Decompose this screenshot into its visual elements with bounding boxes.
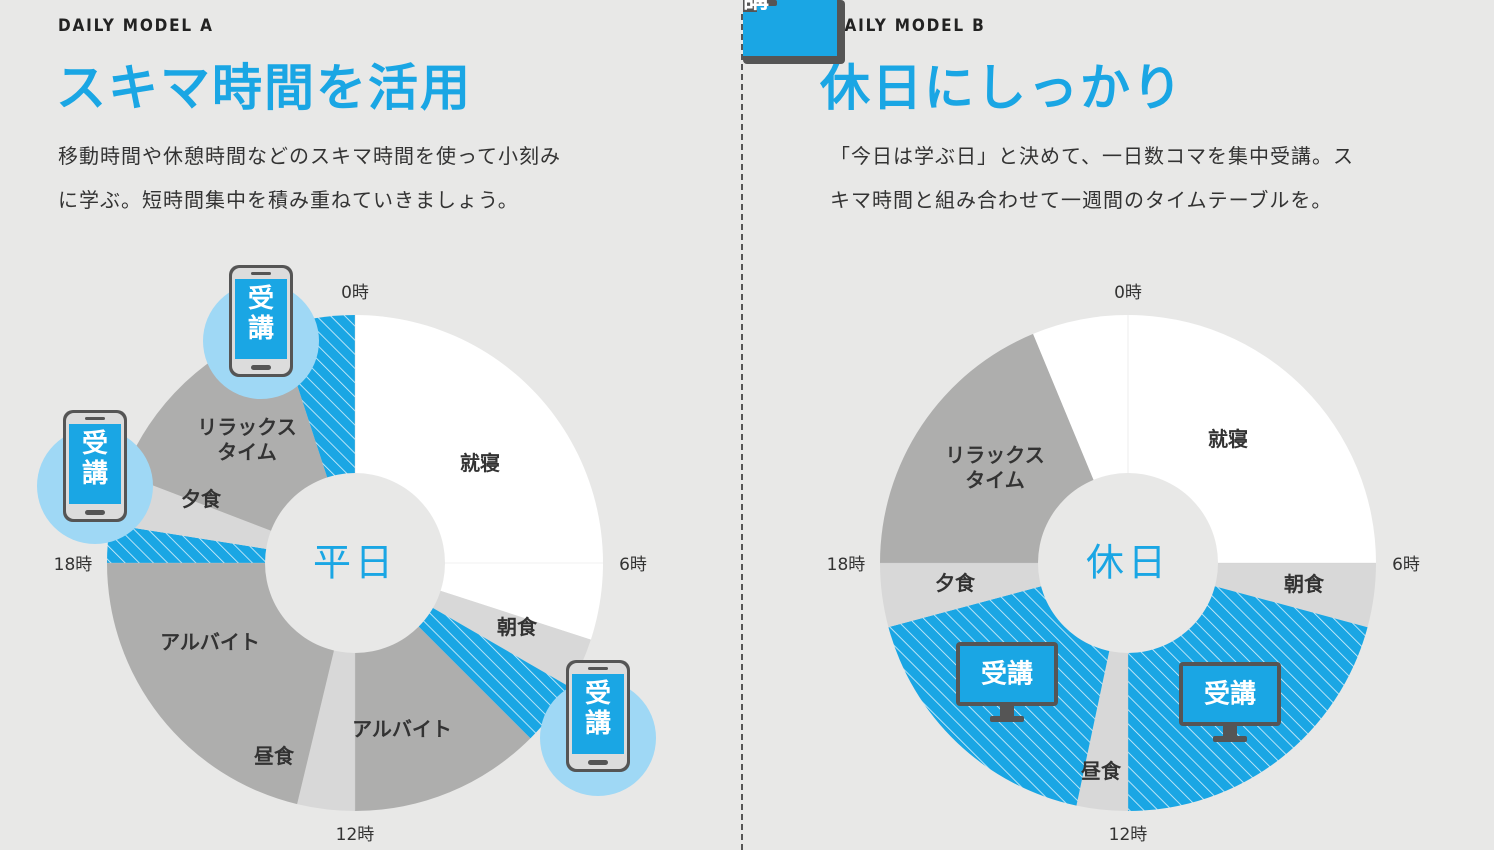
badge-label: 受講	[248, 283, 274, 344]
segment-label: 就寝	[1208, 427, 1248, 451]
description-line: 「今日は学ぶ日」と決めて、一日数コマを集中受講。ス	[830, 144, 1354, 168]
segment-label: 昼食	[254, 744, 295, 768]
center-hole	[265, 473, 445, 653]
badge-label: 受講	[981, 659, 1033, 690]
hour-label: 12時	[336, 825, 375, 845]
phone-study-badge: 受講	[203, 265, 319, 399]
segment-label: アルバイト	[352, 717, 452, 741]
hour-label: 12時	[1109, 825, 1148, 845]
panel-title: 休日にしっかり	[820, 59, 1184, 117]
badge-label: 受講	[743, 0, 769, 15]
segment-label: リラックスタイム	[945, 443, 1044, 492]
panel-divider	[741, 14, 743, 850]
hour-label: 18時	[54, 555, 93, 575]
panel-title: スキマ時間を活用	[56, 59, 472, 117]
segment-label: 昼食	[1081, 759, 1122, 783]
segment-label: 夕食	[181, 487, 222, 511]
center-label: 休日	[1086, 541, 1170, 585]
segment-label: 朝食	[1284, 572, 1325, 596]
panel-description: 移動時間や休憩時間などのスキマ時間を使って小刻み に学ぶ。短時間集中を積み重ねて…	[58, 134, 698, 222]
hour-label: 6時	[619, 555, 647, 575]
description-line: キマ時間と組み合わせて一週間のタイムテーブルを。	[830, 188, 1333, 212]
badge-label: 受講	[585, 678, 611, 739]
holiday-pie-chart: 休日0時6時12時18時就寝朝食受講昼食受講夕食リラックスタイム受講	[743, 0, 1420, 845]
segment-label: リラックスタイム	[197, 415, 296, 464]
weekday-pie-chart: 平日0時6時12時18時就寝朝食受講アルバイト昼食アルバイト受講夕食リラックスタ…	[37, 265, 656, 845]
monitor-study-badge: 受講	[956, 642, 1058, 722]
phone-study-badge: 受講	[37, 410, 153, 544]
segment-label: 朝食	[497, 615, 538, 639]
center-hole	[1038, 473, 1218, 653]
panel-description: 「今日は学ぶ日」と決めて、一日数コマを集中受講。ス キマ時間と組み合わせて一週間…	[830, 134, 1470, 222]
monitor-study-badge: 受講	[743, 0, 845, 64]
description-line: 移動時間や休憩時間などのスキマ時間を使って小刻み	[58, 144, 561, 168]
badge-label: 受講	[1204, 679, 1256, 710]
segment-label: 夕食	[935, 571, 976, 595]
hour-label: 0時	[341, 283, 369, 303]
description-line: に学ぶ。短時間集中を積み重ねていきましょう。	[58, 188, 519, 212]
panel-model-b: DAILY MODEL B 休日にしっかり 「今日は学ぶ日」と決めて、一日数コマ…	[743, 0, 1494, 850]
badge-label: 受講	[82, 428, 108, 489]
monitor-study-badge: 受講	[1179, 662, 1281, 742]
hour-label: 0時	[1114, 283, 1142, 303]
hour-label: 6時	[1392, 555, 1420, 575]
segment-label: 就寝	[460, 451, 500, 475]
segment-label: アルバイト	[160, 630, 260, 654]
hour-label: 18時	[827, 555, 866, 575]
phone-study-badge: 受講	[540, 660, 656, 796]
model-label: DAILY MODEL B	[830, 16, 986, 36]
model-label: DAILY MODEL A	[58, 16, 214, 36]
panel-model-a: DAILY MODEL A スキマ時間を活用 移動時間や休憩時間などのスキマ時間…	[0, 0, 742, 850]
center-label: 平日	[313, 541, 397, 585]
